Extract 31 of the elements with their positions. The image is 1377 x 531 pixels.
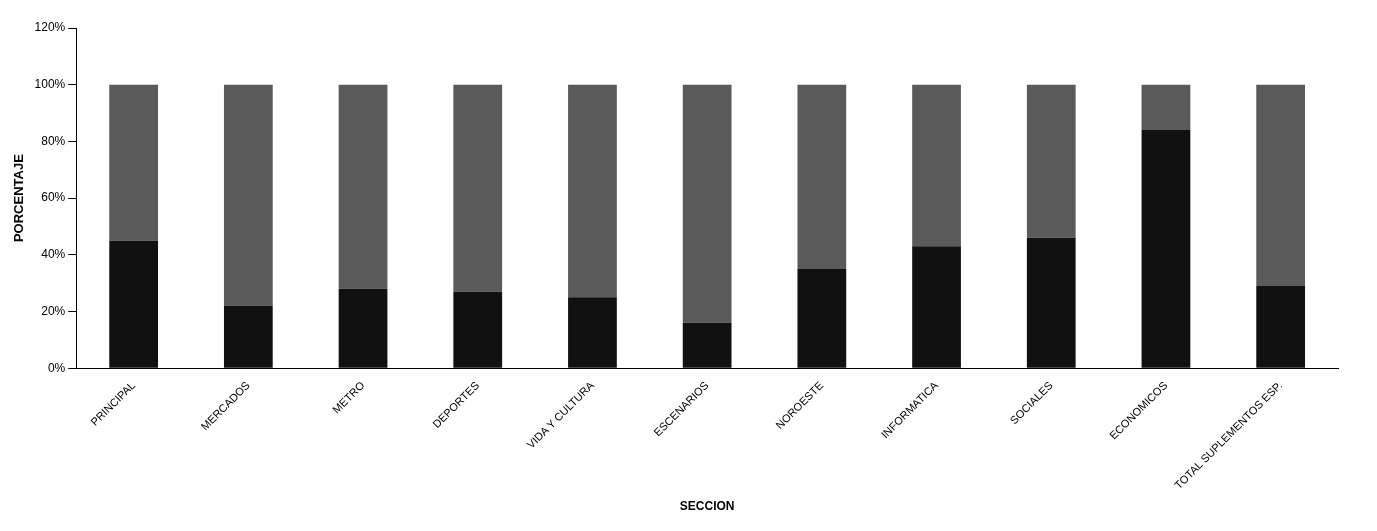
y-tick-label: 20%: [41, 303, 66, 318]
bar: [338, 84, 388, 289]
y-tick-label: 0%: [47, 360, 66, 375]
y-axis-title: PORCENTAJE: [11, 153, 27, 243]
bar: [1256, 286, 1306, 368]
y-tick-label: 120%: [34, 20, 66, 35]
bar: [223, 84, 273, 306]
bar: [1026, 237, 1076, 368]
bar: [568, 297, 617, 368]
bar: [912, 84, 961, 247]
bar: [912, 246, 961, 368]
y-tick-label: 60%: [41, 190, 66, 205]
bar: [568, 84, 617, 298]
bar: [109, 240, 159, 368]
bar: [338, 288, 388, 368]
y-tick-label: 80%: [41, 133, 66, 148]
y-tick-label: 100%: [34, 77, 66, 92]
bar: [453, 291, 503, 368]
bar: [1026, 84, 1076, 238]
bar: [682, 322, 732, 368]
bar: [109, 84, 159, 241]
bar: [223, 305, 273, 368]
bar: [682, 84, 732, 323]
bar: [1256, 84, 1306, 287]
bar: [797, 84, 847, 269]
bar: [453, 84, 503, 292]
bar: [1141, 130, 1191, 368]
bar: [797, 269, 847, 368]
x-axis-title: SECCION: [679, 499, 735, 514]
y-tick-label: 40%: [41, 247, 66, 262]
bar: [1141, 84, 1191, 131]
